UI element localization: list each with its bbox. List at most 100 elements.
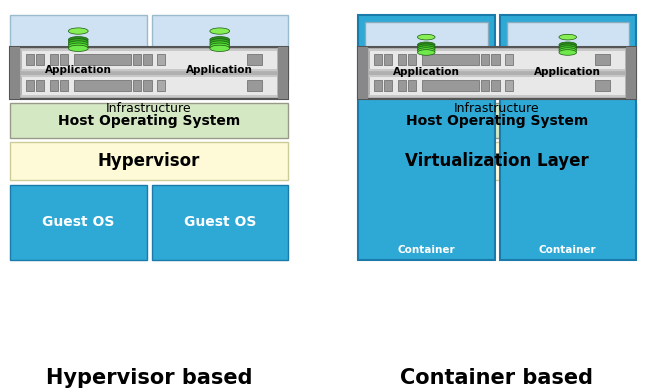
Text: Hypervisor based: Hypervisor based [46,368,252,388]
Ellipse shape [559,48,576,53]
Ellipse shape [68,45,88,52]
Ellipse shape [68,43,88,49]
Bar [21,48,278,72]
Ellipse shape [417,48,435,53]
Text: Container based: Container based [400,368,593,388]
Ellipse shape [68,28,88,34]
Bar [422,54,479,65]
Bar [358,47,636,99]
Bar [374,54,382,65]
Bar [10,15,147,80]
Text: Guest OS: Guest OS [184,215,256,230]
Text: Container: Container [398,245,455,255]
Bar [10,142,288,180]
Bar [21,48,278,51]
Text: Infrastructure: Infrastructure [454,102,540,115]
Text: Hypervisor: Hypervisor [98,152,200,170]
Bar [143,80,151,91]
Ellipse shape [210,39,230,45]
Bar [358,15,494,260]
Bar [398,80,406,91]
Bar [151,185,288,260]
Bar [10,47,20,99]
Ellipse shape [417,46,435,52]
Bar [25,80,34,91]
Text: Application: Application [534,67,601,77]
Ellipse shape [210,43,230,49]
Bar [374,80,382,91]
Bar [21,75,278,97]
Bar [50,54,58,65]
Bar [74,80,130,91]
Ellipse shape [559,46,576,52]
Ellipse shape [210,41,230,47]
Text: Guest OS: Guest OS [42,215,115,230]
Bar [157,80,166,91]
Bar [60,80,68,91]
Bar [627,47,636,99]
Text: Container: Container [539,245,597,255]
Ellipse shape [210,28,230,34]
Ellipse shape [559,44,576,50]
Ellipse shape [68,41,88,47]
Text: Host Operating System: Host Operating System [406,113,588,127]
Ellipse shape [210,36,230,43]
Bar [358,47,368,99]
Bar [36,80,44,91]
Ellipse shape [68,39,88,45]
Bar [10,47,288,99]
Ellipse shape [417,42,435,48]
Bar [408,54,417,65]
Bar [408,80,417,91]
Text: Application: Application [45,65,111,75]
Bar [278,47,288,99]
Bar [368,48,625,51]
Text: Infrastructure: Infrastructure [106,102,192,115]
Bar [507,22,629,82]
Bar [36,54,44,65]
Ellipse shape [559,42,576,48]
Bar [505,80,513,91]
Bar [368,75,625,97]
Bar [10,185,147,260]
Bar [368,48,625,72]
Ellipse shape [417,50,435,55]
Text: Application: Application [186,65,253,75]
Bar [499,15,636,260]
Bar [384,80,393,91]
Bar [358,142,636,180]
Bar [246,80,262,91]
Bar [368,75,625,77]
Bar [398,54,406,65]
Bar [358,103,636,138]
Bar [595,80,610,91]
Bar [143,54,151,65]
Bar [50,80,58,91]
Bar [365,22,488,82]
Bar [384,54,393,65]
Bar [21,95,278,97]
Bar [492,80,499,91]
Bar [21,75,278,77]
Bar [481,80,489,91]
Bar [25,54,34,65]
Bar [492,54,499,65]
Bar [481,54,489,65]
Bar [133,54,141,65]
Bar [21,69,278,72]
Bar [157,54,166,65]
Bar [246,54,262,65]
Bar [368,95,625,97]
Text: Virtualization Layer: Virtualization Layer [405,152,589,170]
Ellipse shape [559,50,576,55]
Ellipse shape [210,45,230,52]
Bar [74,54,130,65]
Bar [422,80,479,91]
Bar [151,15,288,80]
Ellipse shape [68,36,88,43]
Ellipse shape [559,34,576,40]
Ellipse shape [417,34,435,40]
Bar [60,54,68,65]
Bar [505,54,513,65]
Bar [595,54,610,65]
